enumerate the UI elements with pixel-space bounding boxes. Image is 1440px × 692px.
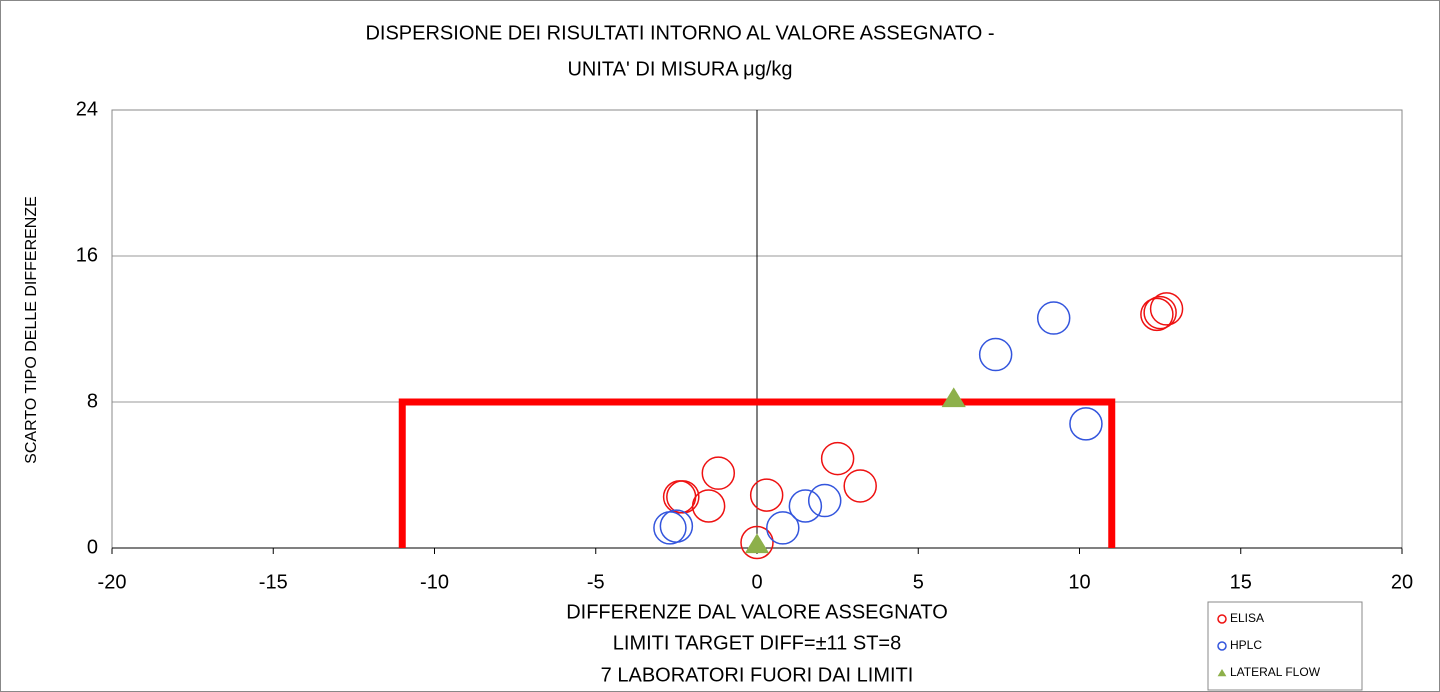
y-tick-label: 16 — [76, 244, 98, 266]
point — [1149, 292, 1184, 326]
legend-marker — [1217, 669, 1227, 677]
point — [788, 489, 823, 523]
legend-marker — [1217, 641, 1227, 651]
point — [666, 480, 700, 514]
x-tick-label: -5 — [587, 571, 605, 593]
x-axis-label: DIFFERENZE DAL VALORE ASSEGNATO — [566, 601, 948, 623]
target-box — [398, 398, 1116, 548]
x-tick-label: -20 — [98, 571, 127, 593]
chart-title: DISPERSIONE DEI RISULTATI INTORNO AL VAL… — [365, 22, 994, 44]
x-tick-label: 20 — [1391, 571, 1413, 593]
y-tick-label: 0 — [87, 536, 98, 558]
x-axis-label: 7 LABORATORI FUORI DAI LIMITI — [601, 664, 914, 686]
point — [941, 387, 966, 408]
y-tick-label: 8 — [87, 390, 98, 412]
x-tick-label: -10 — [420, 571, 449, 593]
x-tick-label: 5 — [913, 571, 924, 593]
x-tick-label: -15 — [259, 571, 288, 593]
point — [807, 483, 842, 518]
x-tick-label: 0 — [751, 571, 762, 593]
point — [766, 511, 800, 545]
point — [659, 509, 694, 543]
x-tick-label: 15 — [1230, 571, 1252, 593]
point — [843, 469, 877, 503]
legend-label: ELISA — [1230, 611, 1264, 625]
point — [820, 441, 855, 476]
point — [740, 525, 774, 560]
chart-title: UNITA' DI MISURA μg/kg — [567, 58, 792, 80]
y-tick-label: 24 — [76, 98, 98, 120]
legend-label: HPLC — [1230, 638, 1262, 652]
point — [1140, 297, 1174, 332]
x-tick-label: 10 — [1068, 571, 1090, 593]
point — [744, 533, 770, 554]
point — [1069, 407, 1103, 441]
legend-box — [1207, 601, 1363, 691]
point — [1143, 295, 1177, 330]
point — [978, 337, 1013, 372]
x-axis-label: LIMITI TARGET DIFF=±11 ST=8 — [613, 632, 901, 654]
y-axis-label: SCARTO TIPO DELLE DIFFERENZE — [23, 196, 40, 464]
legend-marker — [1217, 614, 1227, 624]
point — [749, 478, 784, 512]
point — [1036, 301, 1071, 335]
legend-label: LATERAL FLOW — [1230, 665, 1321, 679]
point — [701, 456, 736, 490]
point — [691, 489, 726, 523]
